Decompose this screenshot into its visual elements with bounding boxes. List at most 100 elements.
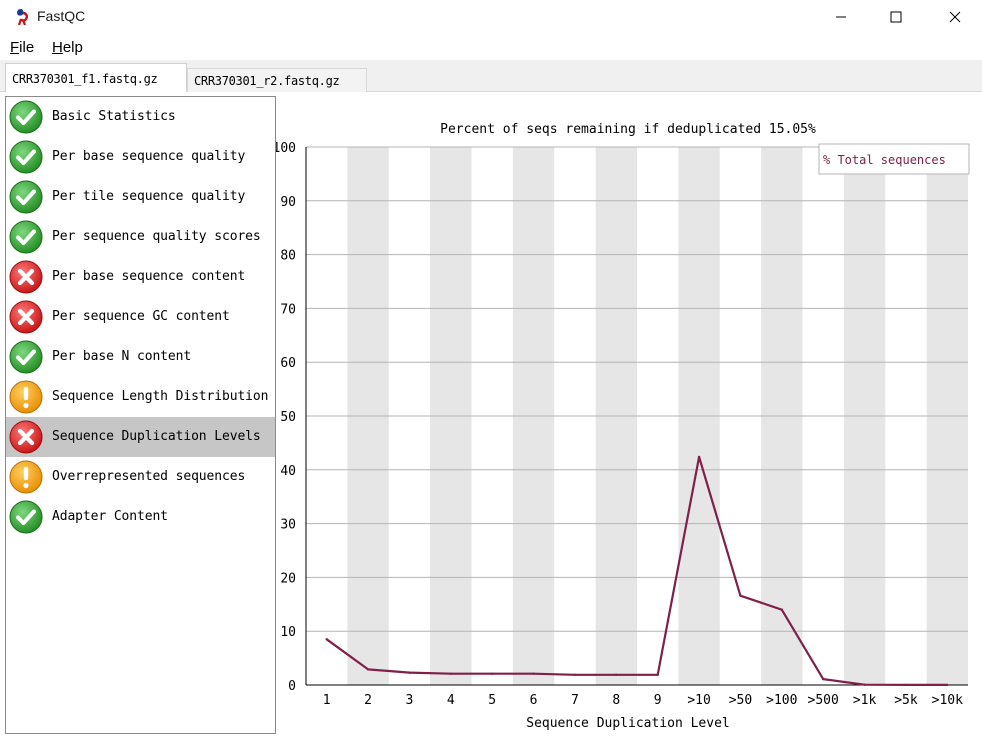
data-point xyxy=(656,673,659,676)
series-line-total-sequences xyxy=(326,455,948,686)
module-item-per-base-sequence-content[interactable]: Per base sequence content xyxy=(6,257,275,297)
y-tick-label: 100 xyxy=(276,141,296,156)
data-point xyxy=(946,683,949,687)
warn-exclamation-icon xyxy=(9,380,43,414)
module-item-per-sequence-gc-content[interactable]: Per sequence GC content xyxy=(6,297,275,337)
data-point xyxy=(366,668,370,671)
x-tick-label: 2 xyxy=(364,693,372,708)
chart-title: Percent of seqs remaining if deduplicate… xyxy=(440,122,816,137)
warn-exclamation-icon xyxy=(9,460,43,494)
x-tick-label: >10k xyxy=(932,693,963,708)
pass-check-icon xyxy=(9,500,43,534)
x-tick-label: 8 xyxy=(612,693,620,708)
data-point xyxy=(904,683,908,687)
y-tick-label: 20 xyxy=(280,571,296,586)
module-label: Per base sequence content xyxy=(52,269,246,284)
data-point xyxy=(532,672,535,675)
module-item-sequence-duplication-levels[interactable]: Sequence Duplication Levels xyxy=(6,417,275,457)
data-point xyxy=(573,673,577,676)
legend-entry-total-sequences: % Total sequences xyxy=(823,153,946,167)
module-label: Per base sequence quality xyxy=(52,149,246,164)
module-label: Per base N content xyxy=(52,349,192,364)
x-tick-label: 5 xyxy=(488,693,496,708)
menu-help-label: elp xyxy=(62,39,83,56)
y-tick-label: 10 xyxy=(280,625,296,640)
module-label: Per sequence GC content xyxy=(52,309,230,324)
x-tick-label: 9 xyxy=(654,693,662,708)
x-tick-label: 3 xyxy=(406,693,414,708)
x-tick-label: >5k xyxy=(894,693,918,708)
module-label: Adapter Content xyxy=(52,509,168,524)
maximize-button[interactable] xyxy=(873,0,919,34)
tab-crr370301-r2[interactable]: CRR370301_r2.fastq.gz xyxy=(187,68,367,92)
x-tick-label: >50 xyxy=(729,693,752,708)
x-tick-label: >10 xyxy=(687,693,710,708)
data-point xyxy=(780,608,784,611)
close-icon xyxy=(949,11,961,23)
tab-crr370301-f1[interactable]: CRR370301_f1.fastq.gz xyxy=(5,63,187,93)
data-point xyxy=(821,677,825,681)
pass-check-icon xyxy=(9,220,43,254)
pass-check-icon xyxy=(9,100,43,134)
module-item-per-base-n-content[interactable]: Per base N content xyxy=(6,337,275,377)
data-point xyxy=(408,671,411,674)
duplication-chart: 0 10 20 30 40 50 60 70 80 90 100 1 2 3 4 5 6 7 8 9 >10 >50 >1… xyxy=(276,96,980,737)
title-bar: FastQC xyxy=(0,0,982,34)
fail-cross-icon xyxy=(9,300,43,334)
chart-canvas: 0 10 20 30 40 50 60 70 80 90 100 1 2 3 4 5 6 7 8 9 >10 >50 >1… xyxy=(276,122,970,731)
module-item-adapter-content[interactable]: Adapter Content xyxy=(6,497,275,537)
module-label: Overrepresented sequences xyxy=(52,469,246,484)
module-item-per-sequence-quality-scores[interactable]: Per sequence quality scores xyxy=(6,217,275,257)
module-label: Basic Statistics xyxy=(52,109,176,124)
maximize-icon xyxy=(890,11,902,23)
data-point xyxy=(490,672,494,675)
x-axis-label: Sequence Duplication Level xyxy=(526,716,730,731)
window-title: FastQC xyxy=(37,8,86,24)
x-tick-label: 7 xyxy=(571,693,579,708)
module-item-sequence-length-distribution[interactable]: Sequence Length Distribution xyxy=(6,377,275,417)
pass-check-icon xyxy=(9,340,43,374)
y-tick-label: 70 xyxy=(280,302,296,317)
menu-file-label: ile xyxy=(19,39,35,56)
module-label: Sequence Duplication Levels xyxy=(52,429,261,444)
menu-help-accelerator: H xyxy=(52,39,63,56)
menu-help[interactable]: Help xyxy=(52,39,83,56)
x-tick-label: 6 xyxy=(530,693,538,708)
module-label: Per tile sequence quality xyxy=(52,189,246,204)
data-point xyxy=(449,672,453,675)
module-item-per-tile-sequence-quality[interactable]: Per tile sequence quality xyxy=(6,177,275,217)
file-tab-strip: CRR370301_f1.fastq.gz CRR370301_r2.fastq… xyxy=(0,60,982,93)
x-tick-label: >1k xyxy=(853,693,877,708)
data-point xyxy=(863,683,866,686)
y-tick-label: 90 xyxy=(280,195,296,210)
module-label: Sequence Length Distribution xyxy=(52,389,269,404)
minimize-button[interactable] xyxy=(818,0,864,34)
data-point xyxy=(615,673,618,676)
minimize-icon xyxy=(836,16,846,18)
y-tick-label: 0 xyxy=(288,679,296,694)
y-tick-label: 80 xyxy=(280,249,296,264)
module-item-basic-statistics[interactable]: Basic Statistics xyxy=(6,97,275,137)
menu-file[interactable]: File xyxy=(10,39,34,56)
data-point xyxy=(325,638,328,641)
y-tick-label: 50 xyxy=(280,410,296,425)
fail-cross-icon xyxy=(9,260,43,294)
y-tick-label: 30 xyxy=(280,518,296,533)
x-tick-label: 4 xyxy=(447,693,455,708)
data-point xyxy=(739,594,742,597)
fail-cross-icon xyxy=(9,420,43,454)
fastqc-logo-icon xyxy=(17,9,28,26)
pass-check-icon xyxy=(9,140,43,174)
module-item-overrepresented-sequences[interactable]: Overrepresented sequences xyxy=(6,457,275,497)
pass-check-icon xyxy=(9,180,43,214)
x-tick-label: >100 xyxy=(766,693,797,708)
close-button[interactable] xyxy=(932,0,978,34)
x-tick-label: >500 xyxy=(808,693,839,708)
module-item-per-base-sequence-quality[interactable]: Per base sequence quality xyxy=(6,137,275,177)
y-tick-label: 60 xyxy=(280,356,296,371)
module-list: Basic Statistics Per base sequence qualit… xyxy=(5,96,276,734)
menu-file-accelerator: F xyxy=(10,39,20,56)
data-point xyxy=(697,455,701,459)
x-tick-label: 1 xyxy=(323,693,331,708)
y-tick-label: 40 xyxy=(280,464,296,479)
